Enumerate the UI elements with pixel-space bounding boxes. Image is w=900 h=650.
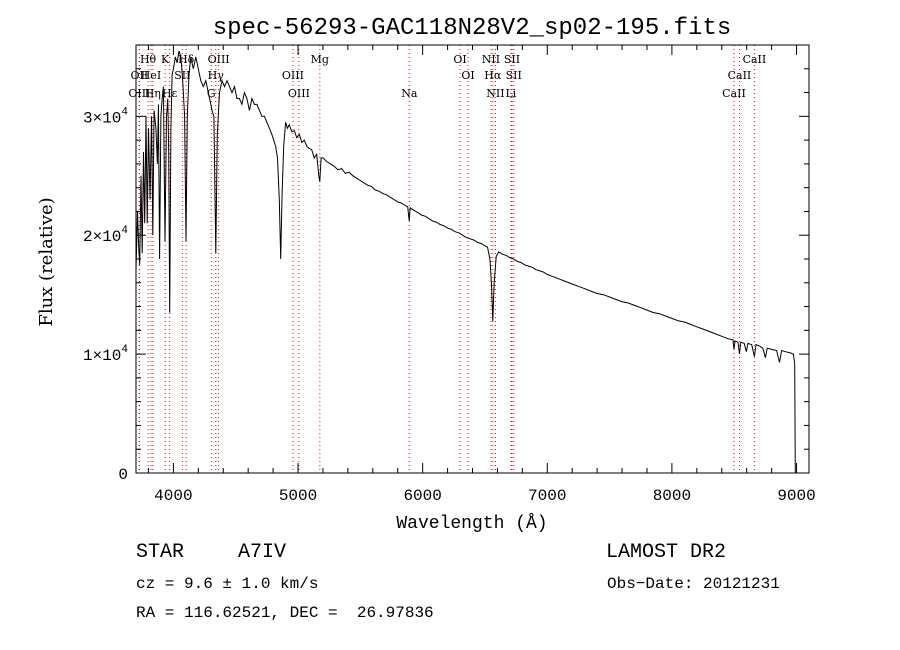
line-label-hθ: Hθ (140, 53, 157, 66)
line-label-mg: Mg (311, 53, 329, 66)
line-label-k: K (161, 53, 170, 66)
coordinates-line: RA = 116.62521, DEC = 26.97836 (136, 604, 434, 622)
line-label-sii: SII (504, 53, 520, 66)
line-label-nii: NII (486, 87, 504, 100)
line-label-oiii: OIII (282, 69, 304, 82)
y-tick-label: 3×104 (83, 106, 128, 127)
line-label-caii: CaII (722, 87, 746, 100)
x-tick-label: 8000 (653, 487, 691, 505)
x-tick-label: 9000 (777, 487, 815, 505)
y-axis-tick-labels: 0 1×104 2×104 3×104 (83, 106, 128, 484)
line-label-hγ: Hγ (208, 69, 225, 82)
line-label-sii: SII (506, 69, 522, 82)
line-label-nii: NII (482, 53, 500, 66)
redshift-line: cz = 9.6 ± 1.0 km/s (136, 575, 319, 593)
chart-title: spec-56293-GAC118N28V2_sp02-195.fits (213, 15, 731, 42)
line-label-hα: Hα (484, 69, 502, 82)
line-label-g: G (207, 87, 216, 100)
line-label-hη: Hη (145, 87, 161, 100)
object-type: STAR (136, 541, 185, 564)
y-axis-ticks (136, 44, 809, 474)
spectral-line-markers (138, 45, 755, 473)
line-label-na: Na (401, 87, 418, 100)
x-axis-ticks (147, 45, 798, 473)
line-label-oiii: OIII (208, 53, 230, 66)
x-tick-label: 7000 (528, 487, 566, 505)
x-tick-label: 6000 (403, 487, 441, 505)
line-label-hei: HeI (141, 69, 161, 82)
survey-name: LAMOST DR2 (606, 541, 727, 564)
line-label-oii: OII (131, 69, 149, 82)
line-label-oiii: OIII (288, 87, 310, 100)
spectrum-line (135, 50, 796, 474)
line-label-caii: CaII (743, 53, 767, 66)
line-label-oi: OI (461, 69, 474, 82)
line-label-hε: Hε (162, 87, 178, 100)
line-label-caii: CaII (728, 69, 752, 82)
y-tick-label: 1×104 (83, 344, 128, 365)
y-tick-label: 0 (118, 466, 128, 484)
object-subclass: A7IV (238, 541, 287, 564)
x-tick-label: 5000 (279, 487, 317, 505)
line-label-oi: OI (453, 53, 466, 66)
x-axis-tick-labels: 4000 5000 6000 7000 8000 9000 (154, 487, 816, 505)
line-label-oiii: OIII (128, 87, 150, 100)
y-tick-label: 2×104 (83, 225, 128, 246)
line-label-li: Li (505, 87, 516, 100)
x-axis-label: Wavelength (Å) (396, 513, 547, 534)
obs-date-line: Obs−Date: 20121231 (607, 575, 780, 593)
plot-frame (135, 44, 810, 474)
x-tick-label: 4000 (154, 487, 192, 505)
y-axis-label: Flux (relative) (36, 197, 57, 326)
